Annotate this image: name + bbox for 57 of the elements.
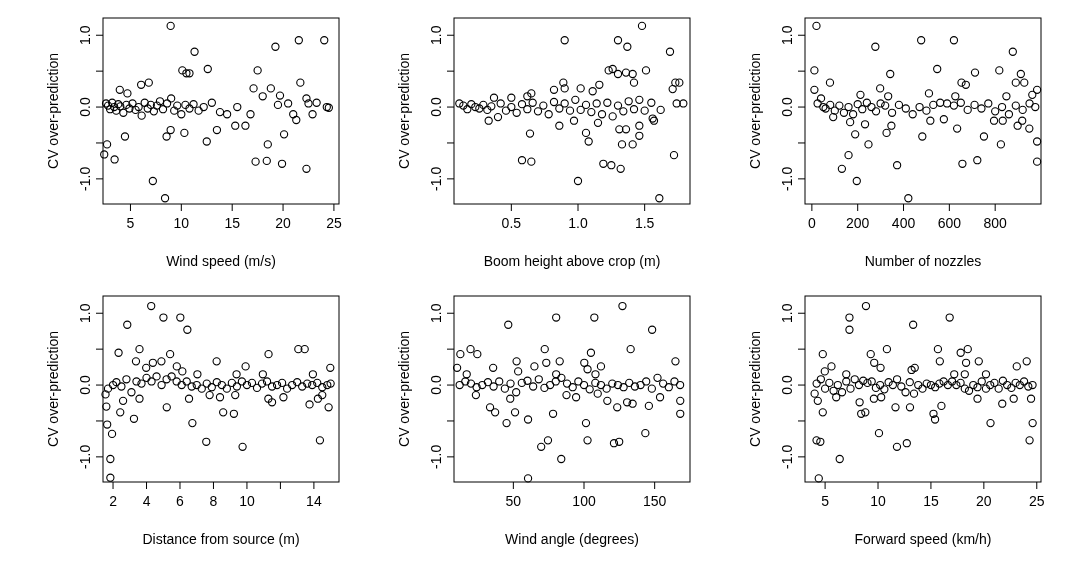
x-tick-label: 0 (807, 215, 816, 231)
x-axis-title: Wind speed (m/s) (166, 253, 276, 269)
x-tick-label: 800 (983, 215, 1008, 231)
x-axis-title: Wind angle (degrees) (505, 531, 639, 547)
x-tick-label: 20 (976, 493, 992, 509)
y-tick-label: 1.0 (428, 25, 444, 45)
y-tick-label: -1.0 (428, 444, 444, 469)
y-axis-title: CV over-prediction (396, 331, 412, 447)
x-tick-label: 600 (937, 215, 962, 231)
x-tick-label: 5 (126, 215, 135, 231)
x-tick-label: 5 (821, 493, 830, 509)
x-tick-label: 25 (326, 215, 342, 231)
y-tick-label: 1.0 (77, 25, 93, 45)
y-tick-label: -1.0 (77, 444, 93, 469)
x-axis-title: Boom height above crop (m) (483, 253, 661, 269)
y-tick-label: 0.0 (428, 97, 444, 117)
x-tick-label: 14 (306, 493, 322, 509)
x-tick-label: 0.5 (501, 215, 522, 231)
y-tick-label: 0.0 (779, 97, 795, 117)
y-axis-title: CV over-prediction (45, 331, 61, 447)
y-tick-label: 1.0 (779, 25, 795, 45)
y-axis-title: CV over-prediction (396, 53, 412, 169)
x-tick-label: 400 (891, 215, 916, 231)
x-tick-label: 150 (642, 493, 667, 509)
x-tick-label: 15 (923, 493, 939, 509)
x-tick-label: 15 (224, 215, 241, 231)
x-tick-label: 1.0 (568, 215, 588, 231)
x-tick-label: 50 (505, 493, 522, 509)
y-tick-label: 0.0 (77, 97, 93, 117)
x-tick-label: 4 (142, 493, 151, 509)
x-tick-label: 10 (239, 493, 255, 509)
x-tick-label: 10 (870, 493, 887, 509)
y-tick-label: -1.0 (779, 166, 795, 191)
x-tick-label: 10 (173, 215, 190, 231)
x-tick-label: 2 (109, 493, 118, 509)
y-tick-label: -1.0 (77, 166, 93, 191)
y-tick-label: 1.0 (428, 303, 444, 323)
y-axis-title: CV over-prediction (747, 331, 763, 447)
x-tick-label: 8 (209, 493, 218, 509)
y-axis-title: CV over-prediction (747, 53, 763, 169)
x-tick-label: 6 (176, 493, 185, 509)
y-tick-label: 1.0 (77, 303, 93, 323)
y-tick-label: -1.0 (428, 166, 444, 191)
x-tick-label: 200 (846, 215, 870, 231)
x-tick-label: 1.5 (634, 215, 655, 231)
x-axis-title: Forward speed (km/h) (854, 531, 992, 547)
y-tick-label: 0.0 (77, 375, 93, 395)
y-tick-label: 0.0 (428, 375, 444, 395)
x-axis-title: Distance from source (m) (142, 531, 300, 547)
x-tick-label: 20 (275, 215, 292, 231)
y-tick-label: 1.0 (779, 303, 795, 323)
y-axis-title: CV over-prediction (45, 53, 61, 169)
y-tick-label: -1.0 (779, 444, 795, 469)
x-tick-label: 25 (1028, 493, 1045, 509)
x-tick-label: 100 (572, 493, 596, 509)
x-axis-title: Number of nozzles (864, 253, 982, 269)
y-tick-label: 0.0 (779, 375, 795, 395)
